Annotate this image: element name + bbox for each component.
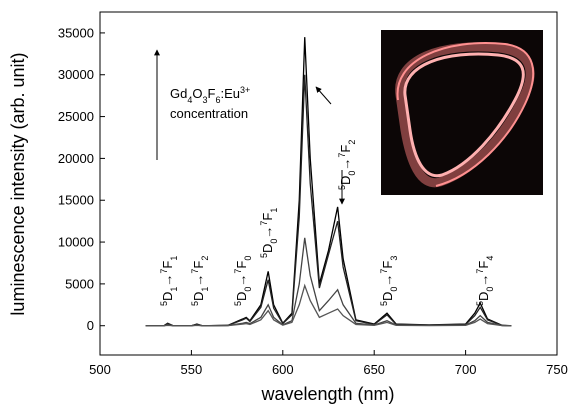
annotation-part: 7 (159, 269, 169, 274)
annotation-part: → (160, 274, 175, 287)
y-tick-label: 5000 (65, 276, 94, 291)
y-tick-label: 35000 (58, 25, 94, 40)
annotation-part: F (260, 213, 275, 221)
annotation: 5D0→7F2 (337, 140, 357, 190)
annotation-part: 0 (485, 287, 495, 292)
annotation: 5D0→7F1 (259, 208, 279, 258)
annotation: Gd4O3F6:Eu3+ (170, 85, 250, 105)
annotation-part: → (338, 158, 353, 171)
annotation-part: → (234, 274, 249, 287)
annotation-part: 0 (243, 256, 253, 261)
annotation-part: 7 (190, 269, 200, 274)
y-tick-label: 25000 (58, 109, 94, 124)
annotation-part: 2 (200, 256, 210, 261)
annotation: 5D0→7F0 (233, 256, 253, 306)
annotation-part: 1 (269, 208, 279, 213)
x-tick-label: 700 (455, 362, 477, 377)
annotation-part: D (380, 292, 395, 301)
annotation-part: D (160, 292, 175, 301)
annotation-part: D (191, 292, 206, 301)
annotation-part: 7 (379, 269, 389, 274)
annotation-part: 3+ (240, 85, 250, 95)
annotation-part: F (476, 261, 491, 269)
annotation-part: F (338, 145, 353, 153)
y-tick-label: 30000 (58, 67, 94, 82)
x-axis-title: wavelength (nm) (260, 384, 394, 404)
annotation-part: D (234, 292, 249, 301)
x-tick-label: 500 (89, 362, 111, 377)
annotation-part: F (234, 261, 249, 269)
annotation-part: → (380, 274, 395, 287)
annotation-part: O (192, 86, 202, 101)
annotation-part: 5 (475, 301, 485, 306)
annotation-part: 1 (169, 287, 179, 292)
annotation-part: :Eu (220, 86, 240, 101)
plot-frame (99, 11, 558, 356)
annotation-part: F (380, 261, 395, 269)
x-tick-label: 750 (546, 362, 568, 377)
annotation-part: D (338, 176, 353, 185)
annotation-part: 3 (389, 256, 399, 261)
annotation-part: D (260, 244, 275, 253)
x-tick-label: 650 (363, 362, 385, 377)
annotation-part: 0 (243, 287, 253, 292)
y-tick-label: 10000 (58, 235, 94, 250)
annotation-part: 0 (347, 171, 357, 176)
y-tick-label: 15000 (58, 193, 94, 208)
annotation-part: 5 (233, 301, 243, 306)
annotation-part: → (191, 274, 206, 287)
annotation-part: 4 (485, 256, 495, 261)
annotation-part: 1 (169, 256, 179, 261)
annotation-part: 5 (259, 253, 269, 258)
annotation-part: → (260, 226, 275, 239)
annotation-part: 5 (190, 301, 200, 306)
annotation-part: F (208, 86, 216, 101)
annotation-part: 7 (337, 153, 347, 158)
annotation: 5D0→7F3 (379, 256, 399, 306)
series-line (145, 283, 512, 327)
annotation: 5D1→7F1 (159, 256, 179, 306)
annotation-part: D (476, 292, 491, 301)
inset-image (381, 30, 543, 195)
annotation-part: 6 (215, 95, 220, 105)
annotation-part: 0 (269, 239, 279, 244)
y-axis-title: luminescence intensity (arb. unit) (8, 52, 28, 315)
annotation-part: concentration (170, 106, 248, 121)
annotation-part: 5 (379, 301, 389, 306)
annotation-part: 3 (202, 95, 207, 105)
x-tick-label: 600 (272, 362, 294, 377)
annotation-part: 5 (159, 301, 169, 306)
annotation-part: 1 (200, 287, 210, 292)
y-tick-label: 0 (87, 318, 94, 333)
annotation-part: 0 (389, 287, 399, 292)
annotation-part: 7 (475, 269, 485, 274)
annotation-part: Gd (170, 86, 187, 101)
x-tick-label: 550 (181, 362, 203, 377)
annotation-part: 4 (187, 95, 192, 105)
annotation-part: 7 (259, 221, 269, 226)
annotation-part: F (191, 261, 206, 269)
annotation: concentration (170, 106, 248, 121)
annotation-part: 2 (347, 140, 357, 145)
annotation-part: 7 (233, 269, 243, 274)
annotation-part: → (476, 274, 491, 287)
annotation: 5D1→7F2 (190, 256, 210, 306)
annotation-part: F (160, 261, 175, 269)
arrow (315, 86, 332, 105)
annotation: 5D0→7F4 (475, 256, 495, 306)
y-tick-label: 20000 (58, 151, 94, 166)
annotation-part: 5 (337, 185, 347, 190)
